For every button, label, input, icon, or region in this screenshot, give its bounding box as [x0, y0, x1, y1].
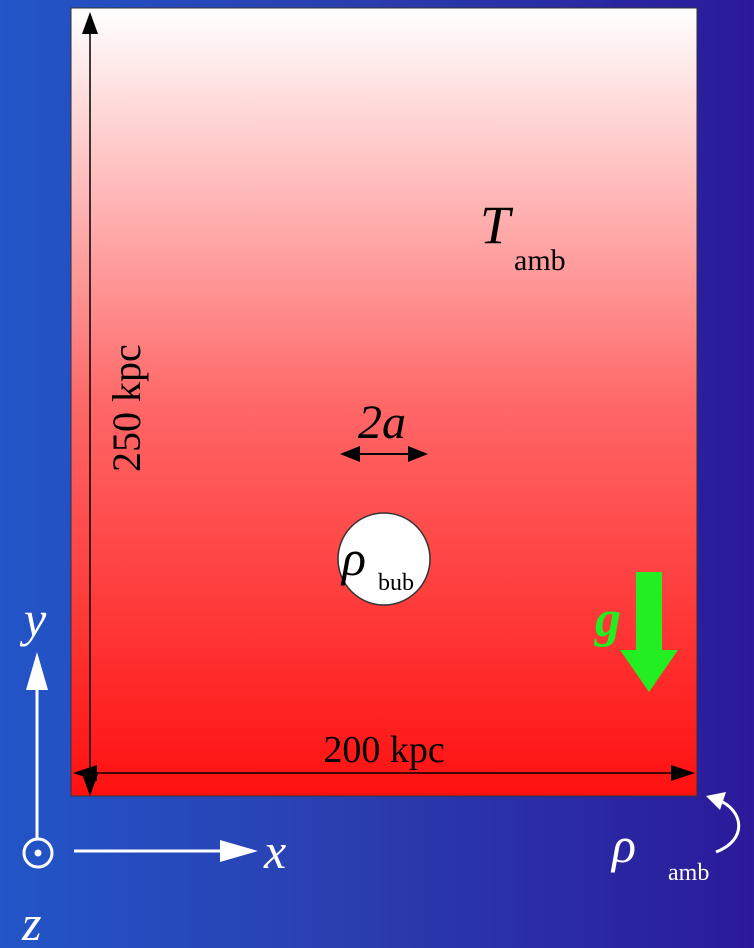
ambient-temperature-subscript: amb: [514, 244, 566, 277]
x-axis-label: x: [263, 823, 286, 879]
domain-box: [70, 7, 698, 797]
gravity-label: g: [594, 591, 621, 648]
width-dimension-arrow: [73, 765, 695, 781]
diameter-arrow: [340, 446, 428, 462]
x-axis-arrow: [74, 840, 258, 862]
gravity-arrow: [620, 572, 678, 692]
height-label: 250 kpc: [104, 344, 149, 472]
z-axis-out-of-page-icon: [22, 837, 54, 869]
y-axis-label: y: [19, 591, 47, 647]
bubble-density-subscript: bub: [378, 570, 414, 596]
width-label: 200 kpc: [323, 729, 444, 771]
z-axis-label: z: [21, 895, 41, 948]
ambient-density-pointer-arrow: [706, 792, 741, 854]
bubble-diameter-label: 2a: [358, 396, 406, 449]
bubble-density-symbol: ρ: [340, 530, 366, 586]
ambient-density-symbol: ρ: [610, 817, 636, 873]
ambient-temperature-symbol: T: [480, 195, 514, 255]
y-axis-arrow: [26, 652, 48, 838]
bubble: [337, 512, 431, 606]
ambient-density-subscript: amb: [668, 860, 709, 886]
